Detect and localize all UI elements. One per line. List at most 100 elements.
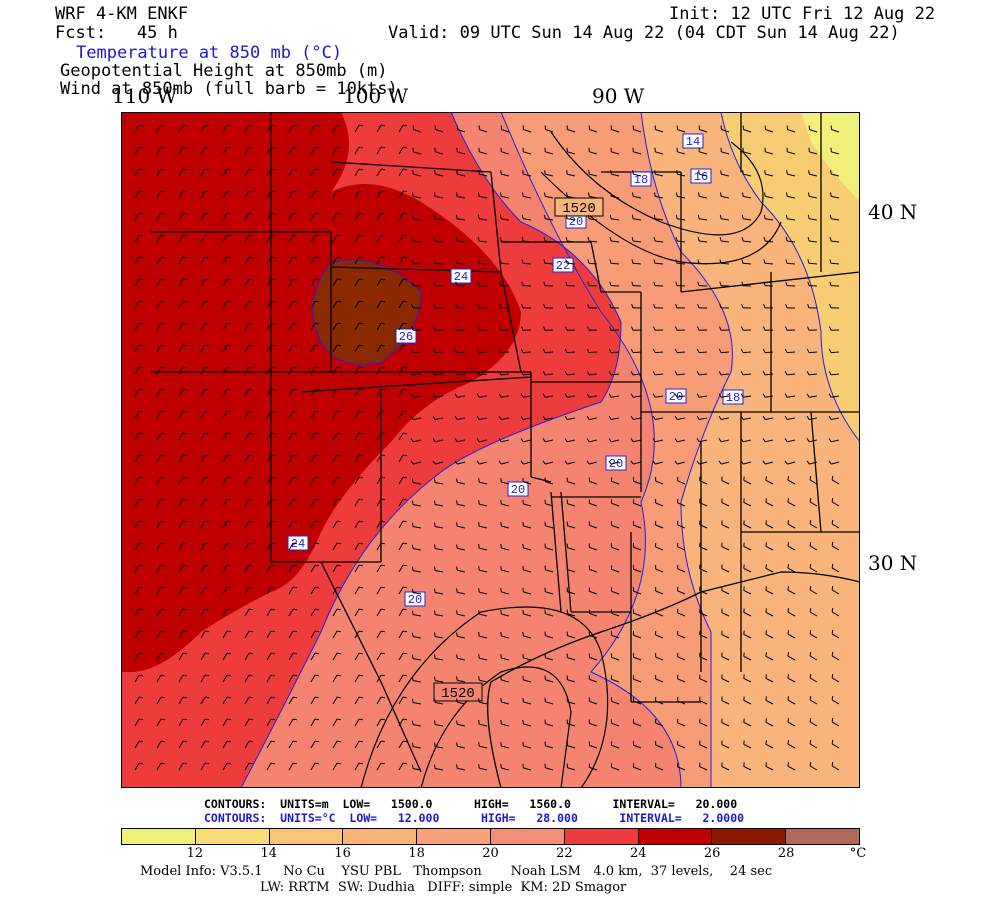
wind-barb: [244, 762, 250, 771]
wind-barb: [398, 476, 404, 485]
wind-barb: [742, 262, 752, 265]
wind-barb: [310, 520, 316, 529]
wind-barb: [266, 542, 272, 551]
wind-barb: [398, 212, 404, 221]
wind-barb-flag: [226, 476, 231, 479]
wind-barb-flag: [456, 544, 458, 549]
wind-barb: [266, 190, 272, 199]
wind-barb: [501, 151, 510, 155]
wind-barb: [457, 723, 466, 727]
wind-barb: [677, 173, 686, 177]
wind-barb-flag: [160, 388, 165, 391]
wind-barb-flag: [380, 344, 385, 347]
wind-barb-flag: [138, 454, 143, 457]
wind-barb-flag: [292, 520, 297, 523]
wind-barb: [398, 278, 404, 287]
wind-barb: [457, 591, 466, 595]
wind-barb-flag: [314, 278, 319, 281]
wind-barb: [457, 767, 466, 771]
wind-barb: [523, 461, 532, 465]
wind-barb-flag: [336, 520, 341, 523]
wind-barb-flag: [358, 212, 363, 215]
wind-barb-flag: [434, 588, 436, 593]
wind-barb: [699, 240, 708, 243]
wind-barb-flag: [675, 259, 678, 264]
wind-barb-flag: [182, 146, 187, 149]
wind-barb: [200, 718, 206, 727]
wind-barb: [545, 439, 554, 443]
wind-barb: [787, 461, 796, 465]
wind-barb-flag: [697, 214, 700, 219]
wind-barb-flag: [248, 608, 253, 611]
wind-barb-flag: [358, 586, 363, 589]
wind-barb: [721, 766, 730, 771]
wind-barb: [765, 240, 774, 243]
wind-barb-flag: [204, 542, 209, 545]
wind-barb: [398, 608, 404, 617]
wind-barb: [354, 278, 360, 287]
temp-contour-stats: CONTOURS: UNITS=°C LOW= 12.000 HIGH= 28.…: [204, 811, 745, 825]
wind-barb-flag: [292, 432, 297, 435]
wind-barb: [830, 373, 840, 376]
wind-barb: [567, 240, 576, 243]
wind-barb-flag: [182, 124, 187, 127]
wind-barb-flag: [455, 326, 458, 331]
wind-barb: [156, 300, 162, 309]
wind-barb: [398, 234, 404, 243]
wind-barb: [398, 696, 404, 705]
wind-barb: [699, 461, 708, 465]
wind-barb-flag: [182, 454, 187, 457]
wind-barb: [677, 656, 686, 661]
wind-barb: [479, 547, 488, 551]
wind-barb: [266, 696, 272, 705]
wind-barb-flag: [500, 477, 502, 483]
wind-barb: [633, 195, 642, 199]
wind-barb: [677, 766, 686, 771]
wind-barb-flag: [787, 586, 789, 591]
wind-barb-flag: [741, 326, 744, 331]
colorbar-swatch: [564, 829, 639, 844]
wind-barb: [721, 744, 730, 749]
wind-barb: [134, 476, 140, 485]
wind-barb-flag: [630, 371, 634, 376]
wind-barb: [655, 218, 664, 221]
wind-barb: [765, 417, 774, 420]
wind-barb: [743, 743, 752, 749]
wind-barb-flag: [182, 564, 187, 567]
wind-barb-flag: [336, 322, 341, 325]
wind-barb-flag: [292, 366, 297, 369]
wind-barb: [721, 173, 730, 177]
wind-barb: [178, 278, 184, 287]
wind-barb: [200, 740, 206, 749]
wind-barb: [376, 234, 382, 243]
wind-barb-flag: [138, 278, 143, 281]
wind-barb-flag: [292, 212, 297, 215]
wind-barb: [266, 432, 272, 441]
wind-barb-flag: [314, 454, 319, 457]
wind-barb-flag: [476, 371, 480, 376]
wind-barb: [288, 564, 294, 573]
wind-barb-flag: [138, 168, 143, 171]
wind-barb-flag: [138, 124, 143, 127]
wind-barb-flag: [586, 348, 590, 353]
wind-barb: [522, 373, 532, 376]
wind-barb-flag: [204, 652, 209, 655]
wind-barb-flag: [358, 608, 363, 611]
wind-barb: [721, 218, 730, 221]
wind-barb: [589, 502, 598, 507]
wind-barb-flag: [411, 281, 414, 286]
temp-contour-label: 20: [569, 215, 583, 229]
wind-barb-flag: [828, 460, 832, 465]
wind-barb-flag: [765, 652, 767, 657]
wind-barb-flag: [698, 170, 700, 175]
wind-barb-flag: [521, 326, 524, 331]
wind-barb-flag: [762, 348, 766, 353]
wind-barb-flag: [248, 586, 253, 589]
wind-barb-flag: [831, 497, 834, 502]
field-wind-title: Wind at 850mb (full barb = 10kts): [60, 79, 398, 99]
wind-barb: [354, 564, 360, 573]
wind-barb-flag: [411, 654, 414, 659]
wind-barb: [787, 523, 796, 529]
wind-barb: [413, 548, 422, 551]
wind-barb: [156, 388, 162, 397]
